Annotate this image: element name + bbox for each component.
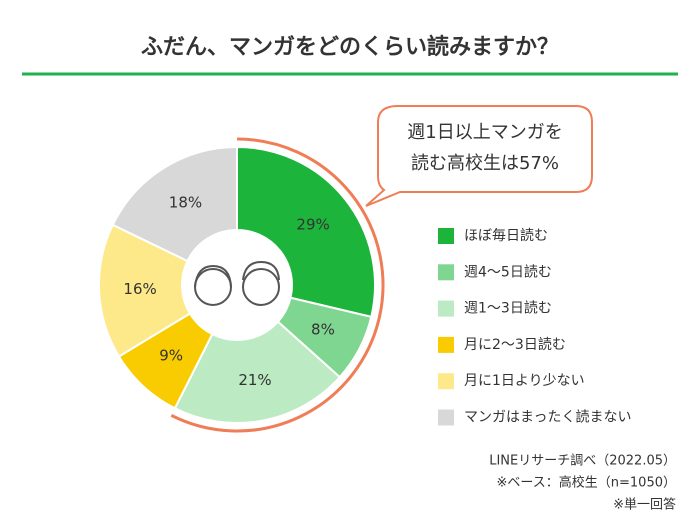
chart-title: ふだん、マンガをどのくらい読みますか？ xyxy=(141,34,559,60)
legend-label: マンガはまったく読まない xyxy=(464,409,631,426)
legend-label: 週1～3日読む xyxy=(464,300,552,317)
slice-label: 8% xyxy=(311,320,335,338)
note: ※ベース：高校生（n=1050） xyxy=(497,475,676,491)
legend-label: 月に2～3日読む xyxy=(464,336,566,353)
note: LINEリサーチ調べ（2022.05） xyxy=(489,454,676,469)
legend-swatch xyxy=(438,373,454,390)
slice-label: 18% xyxy=(169,193,202,211)
donut-slice xyxy=(111,145,238,263)
legend-label: ほぼ毎日読む xyxy=(464,227,548,244)
legend: ほぼ毎日読む週4～5日読む週1～3日読む月に2～3日読む月に1日より少ないマンガ… xyxy=(438,227,631,426)
callout: 週1日以上マンガを 読む高校生は57% xyxy=(365,105,593,207)
slice-label: 9% xyxy=(159,347,183,365)
legend-swatch xyxy=(438,409,454,426)
slice-label: 16% xyxy=(123,280,156,298)
note: ※単一回答 xyxy=(613,497,676,513)
legend-swatch xyxy=(438,336,454,353)
callout-text: 読む高校生は57% xyxy=(411,153,559,174)
donut: 29% 8% 21% 9% 16% 18% xyxy=(98,137,385,433)
donut-slice xyxy=(173,320,342,424)
legend-swatch xyxy=(438,300,454,317)
legend-label: 月に1日より少ない xyxy=(464,373,585,389)
legend-label: 週4～5日読む xyxy=(464,263,552,280)
slice-label: 21% xyxy=(238,371,271,389)
legend-swatch xyxy=(438,228,454,244)
highlight-arc xyxy=(170,137,385,433)
callout-box xyxy=(365,105,593,207)
donut-slice xyxy=(98,223,192,358)
slice-label: 29% xyxy=(296,215,329,233)
legend-swatch xyxy=(438,264,454,281)
donut-slice xyxy=(236,145,376,319)
callout-text: 週1日以上マンガを xyxy=(407,122,562,143)
faces-icon xyxy=(194,260,280,306)
